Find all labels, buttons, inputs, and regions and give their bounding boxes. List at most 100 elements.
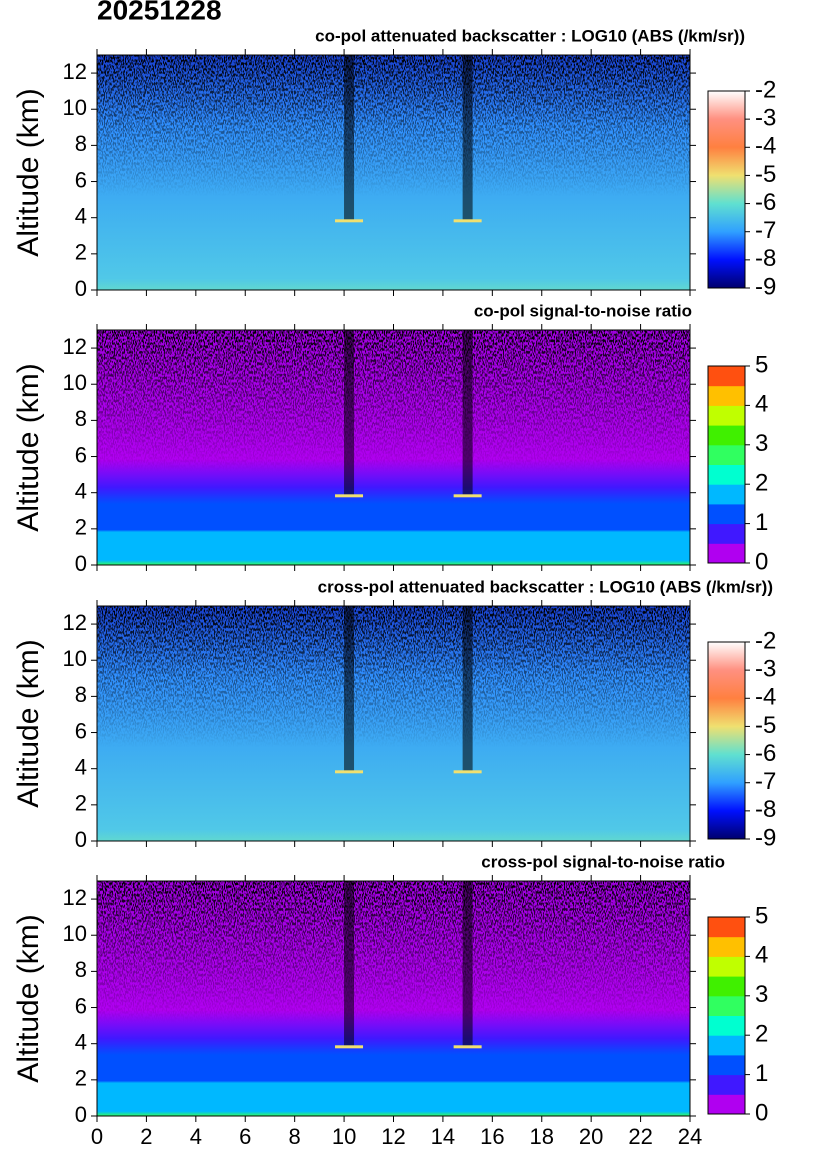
colorbar-band [708, 917, 745, 938]
y-tick-label: 0 [75, 276, 87, 301]
colorbar-tick-label: -5 [755, 161, 776, 188]
y-tick-label: 0 [75, 827, 87, 852]
x-tick-label: 4 [190, 1124, 202, 1149]
colorbar-tick-label: 5 [755, 902, 768, 929]
y-axis-label: Altitude (km) [12, 639, 45, 807]
y-axis-label: Altitude (km) [12, 88, 45, 256]
heatmap-noise [97, 606, 690, 841]
x-tick-label: 8 [289, 1124, 301, 1149]
panel-title: co-pol signal-to-noise ratio [474, 301, 692, 320]
panel-title: co-pol attenuated backscatter : LOG10 (A… [315, 26, 745, 45]
colorbar-band [708, 543, 745, 564]
heatmap-layer [453, 494, 482, 498]
x-tick-label: 14 [431, 1124, 455, 1149]
y-axis-label: Altitude (km) [12, 363, 45, 531]
heatmap-layer [335, 219, 364, 223]
heatmap-layer [335, 1045, 364, 1049]
colorbar-tick-label: 0 [755, 548, 768, 575]
panel-title: cross-pol signal-to-noise ratio [481, 852, 725, 871]
y-tick-label: 8 [75, 682, 87, 707]
colorbar-tick-label: -5 [755, 712, 776, 739]
y-tick-label: 8 [75, 406, 87, 431]
colorbar-band [708, 956, 745, 977]
colorbar-band [708, 936, 745, 957]
colorbar-frame [707, 916, 746, 1115]
colorbar-tick-label: -4 [755, 133, 776, 160]
y-tick-label: 12 [63, 59, 87, 84]
colorbar-band [708, 425, 745, 446]
heatmap-streak [344, 55, 355, 222]
y-tick-label: 10 [63, 95, 87, 120]
heatmap-layer [335, 770, 364, 774]
colorbar-tick-label: -8 [755, 796, 776, 823]
x-tick-label: 24 [678, 1124, 702, 1149]
colorbar-band [708, 976, 745, 997]
colorbar-band [708, 523, 745, 544]
y-tick-label: 12 [63, 610, 87, 635]
x-tick-label: 2 [140, 1124, 152, 1149]
panel-title: cross-pol attenuated backscatter : LOG10… [318, 577, 773, 596]
heatmap-layer [335, 494, 364, 498]
colorbar-band [708, 1054, 745, 1076]
colorbar-tick-label: -2 [755, 76, 776, 103]
colorbar-ramp [708, 642, 745, 839]
x-tick-label: 16 [480, 1124, 504, 1149]
heatmap-noise [97, 881, 690, 1116]
x-tick-label: 10 [332, 1124, 356, 1149]
x-tick-label: 20 [579, 1124, 603, 1149]
colorbar-band [708, 1074, 745, 1095]
colorbar-band [708, 1035, 745, 1056]
y-tick-label: 6 [75, 442, 87, 467]
colorbar-ramp [708, 91, 745, 288]
y-tick-label: 10 [63, 370, 87, 395]
colorbar-tick-label: 4 [755, 391, 768, 418]
heatmap-streak [462, 606, 473, 773]
colorbar-tick-label: -3 [755, 104, 776, 131]
colorbar-band [708, 1015, 745, 1036]
heatmap-streak [344, 881, 355, 1048]
y-tick-label: 12 [63, 885, 87, 910]
x-tick-label: 22 [628, 1124, 652, 1149]
colorbar-band [708, 366, 745, 387]
colorbar-tick-label: -6 [755, 189, 776, 216]
colorbar-tick-label: -7 [755, 217, 776, 244]
colorbar-tick-label: -9 [755, 824, 776, 851]
heatmap-streak [462, 881, 473, 1048]
colorbar-tick-label: -3 [755, 655, 776, 682]
y-tick-label: 4 [75, 204, 87, 229]
y-tick-label: 2 [75, 515, 87, 540]
colorbar-tick-label: 2 [755, 470, 768, 497]
colorbar-band [708, 995, 745, 1016]
panel: cross-pol attenuated backscatter : LOG10… [12, 577, 776, 851]
y-tick-label: 2 [75, 791, 87, 816]
colorbar-tick-label: 1 [755, 509, 768, 536]
figure-title: 20251228 [97, 0, 222, 25]
colorbar-band [708, 464, 745, 485]
heatmap-layer [453, 1045, 482, 1049]
colorbar-band [708, 444, 745, 465]
colorbar-band [708, 1094, 745, 1115]
panel: cross-pol signal-to-noise ratio Altitude … [12, 852, 768, 1148]
y-tick-label: 4 [75, 479, 87, 504]
y-tick-label: 2 [75, 240, 87, 265]
y-tick-label: 2 [75, 1066, 87, 1091]
colorbar-tick-label: -8 [755, 245, 776, 272]
colorbar-tick-label: 1 [755, 1060, 768, 1087]
x-tick-label: 0 [91, 1124, 103, 1149]
colorbar-tick-label: 5 [755, 351, 768, 378]
heatmap-noise [97, 55, 690, 290]
colorbar-band [708, 503, 745, 525]
heatmap-layer [453, 219, 482, 223]
y-tick-label: 8 [75, 131, 87, 156]
y-tick-label: 6 [75, 718, 87, 743]
colorbar-tick-label: -4 [755, 684, 776, 711]
colorbar-tick-label: 0 [755, 1099, 768, 1126]
y-tick-label: 4 [75, 755, 87, 780]
y-tick-label: 6 [75, 167, 87, 192]
colorbar-band [708, 405, 745, 426]
heatmap-streak [344, 606, 355, 773]
y-tick-label: 4 [75, 1030, 87, 1055]
colorbar-tick-label: -2 [755, 627, 776, 654]
colorbar-tick-label: -9 [755, 273, 776, 300]
